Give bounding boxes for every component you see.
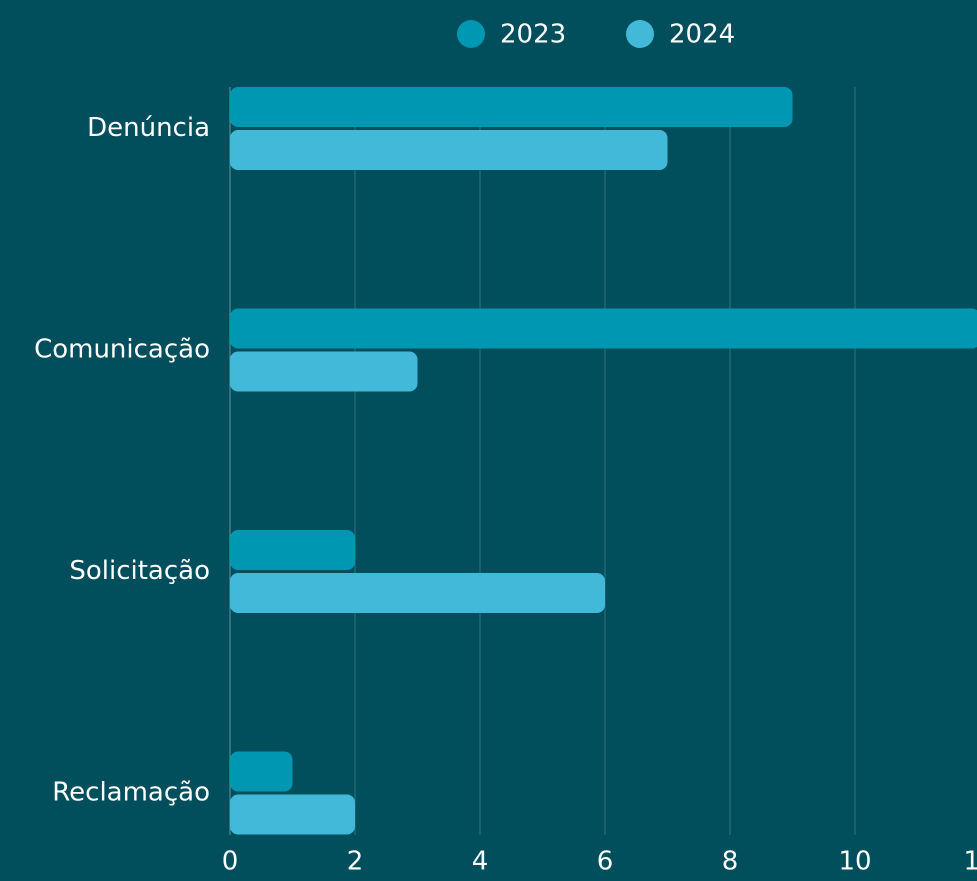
- x-tick-label: 0: [222, 847, 239, 877]
- x-tick-label: 6: [597, 847, 614, 877]
- x-tick-label: 8: [722, 847, 739, 877]
- legend-swatch: [626, 20, 654, 48]
- bar: [230, 751, 293, 792]
- x-tick-label: 4: [472, 847, 489, 877]
- bar: [230, 130, 668, 170]
- y-tick-label: Reclamação: [52, 778, 210, 808]
- bar: [230, 87, 793, 127]
- y-tick-label: Solicitação: [69, 556, 210, 586]
- x-tick-label: 12: [963, 847, 977, 877]
- legend-label: 2024: [669, 20, 735, 50]
- x-tick-label: 2: [347, 847, 364, 877]
- bar: [230, 351, 418, 392]
- bar: [230, 308, 977, 349]
- x-tick-label: 10: [838, 847, 871, 877]
- legend-swatch: [457, 20, 485, 48]
- y-tick-label: Denúncia: [87, 113, 210, 143]
- bar: [230, 530, 355, 570]
- y-tick-label: Comunicação: [34, 335, 210, 365]
- bar: [230, 573, 605, 613]
- legend-label: 2023: [500, 20, 566, 50]
- bar: [230, 794, 355, 835]
